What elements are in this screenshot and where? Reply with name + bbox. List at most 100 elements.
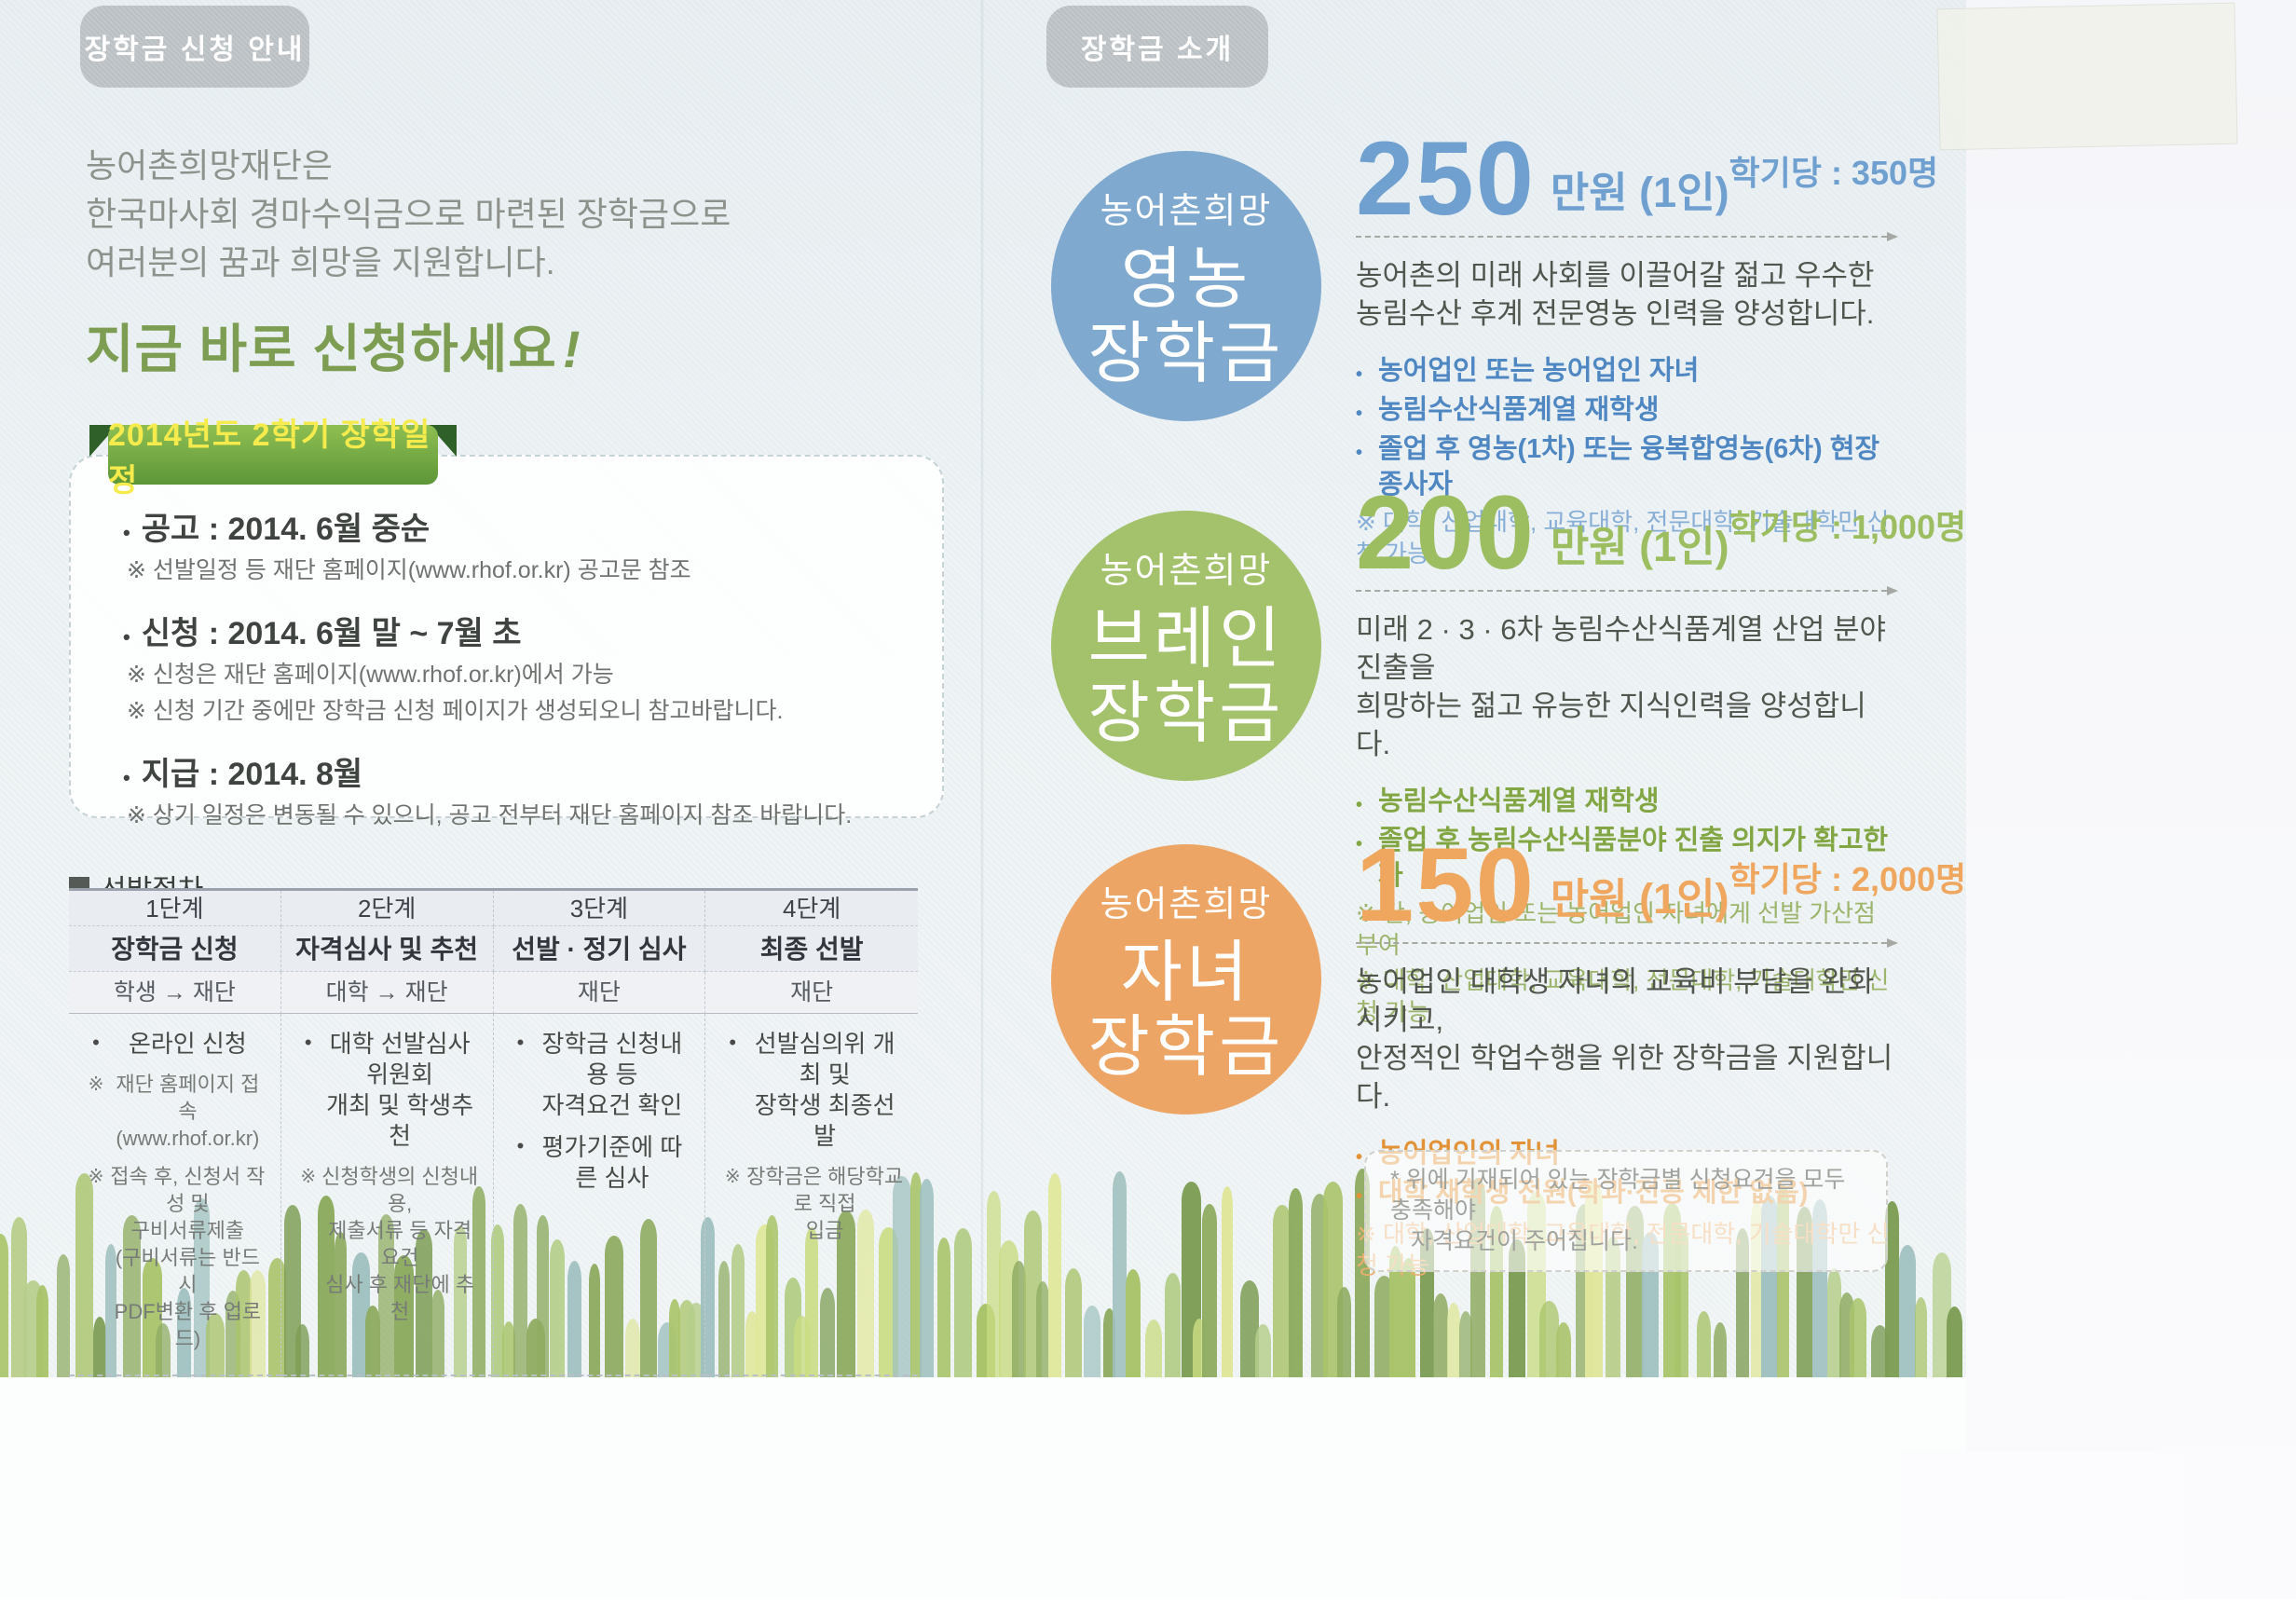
bullet-icon: • — [1356, 1147, 1363, 1169]
grass-blade — [668, 1299, 680, 1377]
bullet-icon: • — [729, 1031, 737, 1054]
bullet-icon: • — [1356, 364, 1363, 386]
grass-blade — [745, 1311, 759, 1377]
grass-blade — [1714, 1321, 1728, 1377]
grass-blade — [837, 1210, 855, 1377]
brochure-background — [0, 0, 1966, 1377]
note-icon: ※ — [88, 1074, 104, 1095]
bullet-icon: • — [123, 521, 130, 544]
tape-artifact — [1936, 2, 2238, 151]
table-step-header: 1단계 — [69, 891, 281, 926]
eligibility-item: • 졸업 후 농림수산식품분야 진출 의지가 확고한 자 — [1356, 823, 1896, 894]
grass-blade — [1047, 1172, 1062, 1377]
grass-blade — [536, 1214, 550, 1377]
grass-blade — [431, 1289, 445, 1377]
grass-blade — [893, 1176, 911, 1377]
grass-blade — [472, 1185, 485, 1377]
scholarship-badge: 농어촌희망 영농 장학금 — [1051, 151, 1321, 421]
quota-per-semester: 학기당 : 2,000명 — [1729, 860, 1967, 899]
bullet-icon: • — [123, 766, 130, 789]
eligibility-item: • 농림수산식품계열 재학생 — [1356, 784, 1896, 823]
grass-blade — [318, 1195, 335, 1377]
amount-unit: 만원 (1인) — [1550, 875, 1729, 923]
grass-blade — [1870, 1325, 1889, 1377]
amount-row: 150 만원 (1인) 학기당 : 2,000명 — [1356, 832, 1966, 937]
grass-blade — [268, 1257, 287, 1377]
grass-blade — [1401, 1257, 1415, 1377]
grass-blade — [1254, 1324, 1272, 1377]
grass-blade — [1388, 1246, 1402, 1377]
grass-blade — [857, 1210, 875, 1377]
grass-blade — [1555, 1321, 1571, 1377]
grass-blade — [700, 1217, 716, 1377]
tab-label: 장학금 신청 안내 — [84, 34, 306, 65]
grass-blade — [819, 1288, 835, 1377]
grass-blade — [937, 1237, 951, 1377]
grass-blade — [1240, 1280, 1260, 1377]
call-to-action: 지금 바로 신청하세요! — [86, 320, 581, 378]
grass-blade — [954, 1227, 972, 1377]
grass-blade — [75, 1173, 94, 1377]
table-step-header: 3단계 — [493, 891, 706, 926]
dashed-arrow-divider — [1356, 586, 1898, 596]
grass-blade — [1310, 1194, 1328, 1377]
table-detail-item: • 온라인 신청 — [84, 1029, 267, 1060]
grass-blade — [1539, 1300, 1559, 1377]
grass-blade — [1898, 1244, 1917, 1377]
table-detail-cell: • 온라인 신청 ※ 재단 홈페이지 접속 (www.rhof.or.kr) ※… — [69, 1014, 281, 1376]
grass-blade — [454, 1225, 468, 1377]
grass-blade — [394, 1254, 414, 1377]
scholarship-badge: 농어촌희망 브레인 장학금 — [1051, 511, 1321, 781]
table-step-header: 4단계 — [705, 891, 918, 926]
section-content: 250 만원 (1인) 학기당 : 350명 농어촌의 미래 사회를 이끌어갈 … — [1356, 126, 1938, 569]
schedule-item-title: • 공고 : 2014. 6월 중순 — [123, 512, 430, 547]
dashed-arrow-divider — [1356, 938, 1898, 949]
table-detail-item: ※ 접속 후, 신청서 작성 및 구비서류제출 (구비서류는 반드시 PDF변환… — [84, 1163, 267, 1352]
table-detail-item: • 평가기준에 따른 심사 — [509, 1132, 692, 1194]
bullet-icon: • — [1356, 795, 1363, 816]
section-content: 200 만원 (1인) 학기당 : 1,000명 미래 2 · 3 · 6차 농… — [1356, 480, 1966, 1028]
grass-blade — [1884, 1201, 1899, 1377]
bullet-icon: • — [92, 1031, 100, 1054]
table-actor-row: 재단 — [705, 972, 918, 1014]
table-detail-item: ※ 재단 홈페이지 접속 (www.rhof.or.kr) — [84, 1071, 267, 1152]
grass-blade — [335, 1231, 348, 1377]
schedule-ribbon: 2014년도 2학기 장학일정 — [89, 417, 457, 499]
schedule-item-title: • 지급 : 2014. 8월 — [123, 757, 363, 792]
bullet-icon: • — [304, 1031, 312, 1054]
grass-blade — [1201, 1203, 1217, 1377]
grass-blade — [1447, 1302, 1461, 1377]
table-name-header: 자격심사 및 추천 — [280, 926, 494, 972]
grass-blade — [1272, 1205, 1292, 1377]
grass-blade — [920, 1179, 934, 1377]
grass-blade — [1164, 1273, 1182, 1377]
eligibility-item: • 농어업인 또는 농어업인 자녀 — [1356, 353, 1896, 392]
intro-line: 농어촌희망재단은 — [86, 146, 333, 185]
grass-blade — [805, 1227, 818, 1377]
table-detail-item: • 장학금 신청내용 등 자격요건 확인 — [509, 1029, 692, 1121]
table-detail-cell: • 선발심의위 개최 및 장학생 최종선발 ※ 장학금은 해당학교로 직접 입금 — [705, 1014, 918, 1376]
grass-blade — [36, 1285, 49, 1377]
table-detail-cell: • 대학 선발심사위원회 개최 및 학생추천 ※ 신청학생의 신청내용, 제출서… — [280, 1014, 494, 1376]
grass-blade — [235, 1269, 252, 1377]
dashed-arrow-divider — [1356, 232, 1898, 242]
note-icon: ※ — [724, 1167, 741, 1187]
table-actor-row: 학생 → 재단 — [69, 972, 281, 1014]
grass-blade — [0, 1234, 8, 1377]
grass-blade — [910, 1172, 922, 1377]
scholarship-badge: 농어촌희망 자녀 장학금 — [1051, 844, 1321, 1115]
grass-blade — [687, 1303, 705, 1377]
grass-blade — [1914, 1296, 1928, 1377]
grass-blade — [56, 1254, 71, 1377]
bullet-icon: • — [1356, 1186, 1363, 1208]
grass-blade — [625, 1318, 640, 1377]
procedure-table: 1단계 2단계 3단계 4단계 장학금 신청 자격심사 및 추천 선발 · 정기… — [69, 888, 918, 1376]
eligibility-list: • 농어업인 또는 농어업인 자녀 • 농림수산식품계열 재학생 • 졸업 후 … — [1356, 353, 1896, 569]
bullet-icon: • — [516, 1134, 525, 1157]
schedule-item-title: • 신청 : 2014. 6월 말 ~ 7월 초 — [123, 616, 522, 651]
grass-blade — [766, 1215, 779, 1377]
grass-blade — [550, 1238, 566, 1377]
grass-blade — [640, 1218, 657, 1377]
amount-row: 200 만원 (1인) 학기당 : 1,000명 — [1356, 480, 1966, 584]
table-actor-row: 재단 — [493, 972, 706, 1014]
